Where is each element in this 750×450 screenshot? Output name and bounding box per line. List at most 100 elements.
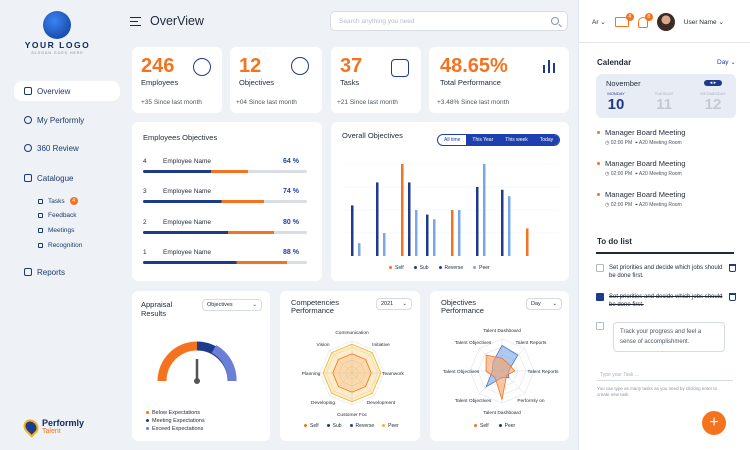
sidebar-sub-label: Recognition xyxy=(48,242,82,249)
bell-icon[interactable]: 8 xyxy=(638,17,648,28)
tab-this-year[interactable]: This Year xyxy=(466,135,499,145)
mail-icon[interactable]: 4 xyxy=(615,17,629,27)
progress-track xyxy=(143,261,307,264)
tab-all-time[interactable]: All time xyxy=(438,135,466,145)
tab-today[interactable]: Today xyxy=(534,135,559,145)
divider xyxy=(596,252,734,254)
sidebar-sub-feedback[interactable]: Feedback xyxy=(38,209,77,221)
radar-axis-label: Talent Objectives xyxy=(443,369,480,375)
user-menu[interactable]: User Name ⌄ xyxy=(684,18,724,26)
day-num: 11 xyxy=(652,96,676,113)
bar-sub[interactable] xyxy=(351,205,354,256)
location-icon: ⌖ xyxy=(635,140,638,146)
bar-sub[interactable] xyxy=(408,182,411,256)
language-switch[interactable]: Ar ⌄ xyxy=(592,18,606,26)
time-filter-tabs: All time This Year This week Today xyxy=(437,134,560,146)
progress-track xyxy=(143,170,307,173)
todo-item: Set priorities and decide which jobs sho… xyxy=(596,264,736,280)
sidebar-item-catalogue[interactable]: Catalogue xyxy=(14,168,120,188)
calendar-view-select[interactable]: Day ⌄ xyxy=(717,58,736,66)
sidebar-sub-label: Meetings xyxy=(48,227,74,234)
product-name: Performly xyxy=(42,418,84,428)
card-title: Objectives Performance xyxy=(441,299,501,315)
tab-this-week[interactable]: This week xyxy=(499,135,534,145)
employee-name: Employee Name xyxy=(163,249,211,256)
bar-self[interactable] xyxy=(451,210,454,256)
sidebar-item-360-review[interactable]: 360 Review xyxy=(14,138,120,158)
bar-peer[interactable] xyxy=(415,210,418,256)
progress-track xyxy=(143,200,307,203)
trash-icon[interactable] xyxy=(729,293,736,301)
overall-bar-chart xyxy=(341,156,561,260)
bar-sub[interactable] xyxy=(476,187,479,256)
todo-checkbox[interactable] xyxy=(596,264,604,272)
employee-name: Employee Name xyxy=(163,219,211,226)
checklist-icon xyxy=(391,59,409,77)
sidebar-item-reports[interactable]: Reports xyxy=(14,262,120,282)
select-value: 2021 xyxy=(381,301,393,307)
card-title: Employees Objectives xyxy=(143,133,217,142)
sidebar-sub-tasks[interactable]: Tasks 4 xyxy=(38,195,78,207)
bar-peer[interactable] xyxy=(458,210,461,256)
legend-peer: Peer xyxy=(499,423,516,429)
search-input[interactable]: Search anything you need xyxy=(330,11,568,31)
calendar-nav[interactable]: ◂ ▸ xyxy=(704,80,722,86)
employees-objectives-card: Employees Objectives 4 Employee Name 64 % 3… xyxy=(132,122,322,281)
target-icon xyxy=(291,57,309,75)
todo-draft-input[interactable]: Track your progress and feel a sense of … xyxy=(613,322,725,352)
add-task-button[interactable]: + xyxy=(702,411,726,435)
meeting-item[interactable]: Manager Board Meeting ◷ 02:00 PM ⌖ A20 Me… xyxy=(597,190,685,208)
avatar[interactable] xyxy=(657,13,675,31)
kpi-value: 37 xyxy=(340,55,362,78)
day-tuesday[interactable]: TUESDAY 11 xyxy=(652,91,676,113)
meeting-meta: ◷ 02:00 PM ⌖ A20 Meeting Room xyxy=(605,140,685,146)
day-wednesday[interactable]: WEDNESDAY 12 xyxy=(700,91,726,113)
bar-sub[interactable] xyxy=(426,215,429,256)
bar-peer[interactable] xyxy=(383,233,386,256)
radar-axis-label: Talent Objectives xyxy=(455,340,492,346)
radar-axis-label: Performly on xyxy=(517,398,545,404)
todo-checkbox[interactable] xyxy=(596,322,604,330)
employee-row: 2 Employee Name 80 % xyxy=(143,219,311,239)
bar-peer[interactable] xyxy=(483,164,486,256)
employee-pct: 74 % xyxy=(283,188,299,195)
appraisal-select[interactable]: Objectives ⌄ xyxy=(202,299,262,311)
day-monday[interactable]: MONDAY 10 xyxy=(604,91,628,113)
meeting-meta: ◷ 02:00 PM ⌖ A20 Meeting Room xyxy=(605,171,685,177)
meeting-room: A20 Meeting Room xyxy=(639,202,682,208)
bar-peer[interactable] xyxy=(508,196,511,256)
bar-peer[interactable] xyxy=(358,243,361,256)
meeting-item[interactable]: Manager Board Meeting ◷ 02:00 PM ⌖ A20 Me… xyxy=(597,128,685,146)
bar-peer[interactable] xyxy=(433,219,436,256)
sidebar-item-my-performly[interactable]: My Performly xyxy=(14,110,120,130)
employee-row: 1 Employee Name 88 % xyxy=(143,249,311,269)
new-task-input[interactable]: Type your Task ... xyxy=(597,370,733,381)
todo-text: Set priorities and decide which jobs sho… xyxy=(609,293,724,309)
menu-icon[interactable] xyxy=(130,17,141,26)
meeting-title: Manager Board Meeting xyxy=(605,159,685,168)
bar-self[interactable] xyxy=(526,228,529,256)
bar-self[interactable] xyxy=(401,164,404,256)
bar-sub[interactable] xyxy=(501,190,504,256)
meeting-item[interactable]: Manager Board Meeting ◷ 02:00 PM ⌖ A20 Me… xyxy=(597,159,685,177)
progress-fill xyxy=(143,170,248,173)
todo-checkbox[interactable] xyxy=(596,293,604,301)
period-select[interactable]: Day ⌄ xyxy=(526,298,562,310)
sidebar-item-overview[interactable]: Overview xyxy=(14,81,120,101)
meeting-time: 02:00 PM xyxy=(611,202,632,208)
radar-axis-label: Talent Objectives xyxy=(455,398,492,404)
meeting-room: A20 Meeting Room xyxy=(639,171,682,177)
search-icon[interactable] xyxy=(551,17,559,25)
radar-series xyxy=(333,354,371,392)
page-title: OverView xyxy=(150,14,204,28)
calendar-month: November xyxy=(606,79,641,88)
year-select[interactable]: 2021 ⌄ xyxy=(376,298,412,310)
sidebar-item-label: 360 Review xyxy=(37,144,79,153)
trash-icon[interactable] xyxy=(729,264,736,272)
kpi-sub: +21 Since last month xyxy=(337,99,398,106)
sidebar-sub-meetings[interactable]: Meetings xyxy=(38,224,74,236)
bar-sub[interactable] xyxy=(376,182,379,256)
select-value: Day xyxy=(531,301,541,307)
radar-axis-label: Development xyxy=(367,400,396,406)
sidebar-sub-recognition[interactable]: Recognition xyxy=(38,239,82,251)
